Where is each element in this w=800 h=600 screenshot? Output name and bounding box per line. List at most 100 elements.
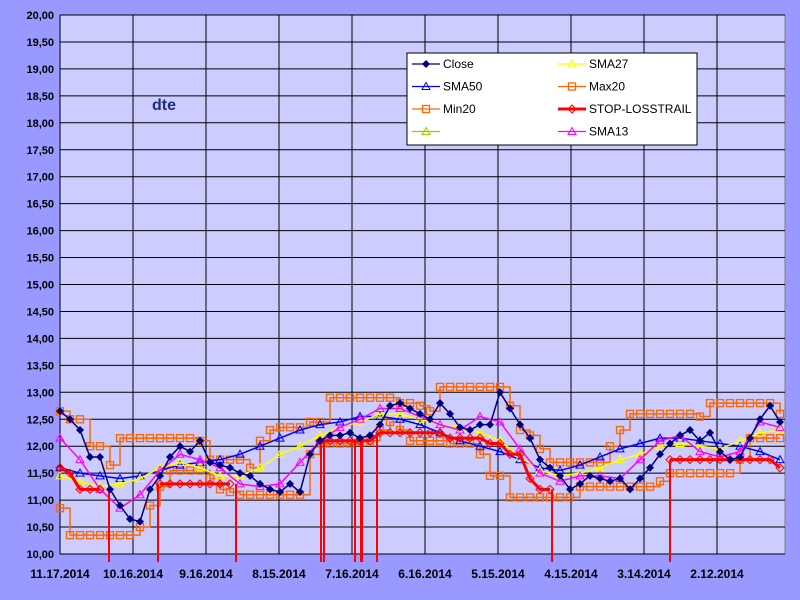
data-point (306, 450, 314, 459)
y-tick-label: 19,50 (26, 37, 54, 49)
data-point (335, 422, 345, 431)
data-point (755, 433, 765, 443)
data-point (535, 484, 545, 495)
data-point (296, 488, 304, 497)
data-point (95, 470, 105, 480)
data-point (335, 416, 345, 426)
data-point (516, 420, 524, 429)
data-point (415, 401, 425, 410)
data-point (676, 431, 684, 440)
data-point (255, 441, 265, 450)
data-point (725, 398, 735, 408)
data-point (566, 485, 574, 494)
x-tick-label: 3.14.2014 (617, 567, 671, 581)
data-point (585, 482, 595, 491)
data-point (115, 478, 125, 488)
data-point (75, 476, 85, 485)
data-point (175, 457, 185, 466)
data-point (235, 455, 245, 464)
data-point (326, 431, 334, 440)
data-point (715, 438, 725, 448)
data-point (75, 484, 85, 495)
x-tick-label: 4.15.2014 (544, 567, 598, 581)
data-point (135, 433, 145, 443)
legend-box (406, 52, 698, 146)
data-point (546, 463, 554, 472)
y-tick-label: 14,00 (26, 333, 54, 345)
data-point (86, 452, 94, 461)
data-point (386, 401, 394, 410)
data-point (715, 454, 725, 465)
y-tick-label: 17,00 (26, 172, 54, 184)
data-point (635, 438, 645, 448)
data-point (506, 404, 514, 413)
data-point (226, 463, 234, 472)
data-point (725, 468, 735, 478)
y-tick-label: 11,00 (27, 495, 54, 507)
data-point (336, 431, 344, 440)
data-point (355, 416, 365, 426)
legend-entry (412, 126, 440, 135)
data-point (155, 433, 165, 443)
legend-label: STOP-LOSSTRAIL (589, 102, 692, 116)
data-point (465, 433, 475, 443)
data-point (495, 471, 505, 480)
data-point (426, 415, 434, 424)
data-point (775, 422, 785, 431)
data-point (185, 433, 195, 443)
data-point (395, 414, 405, 423)
data-point (235, 449, 245, 458)
data-point (185, 479, 195, 489)
x-tick-label: 8.15.2014 (252, 567, 306, 581)
data-point (735, 441, 745, 450)
data-point (775, 425, 785, 434)
y-axis: 10,00 10,50 11,00 11,50 12,00 12,50 13,00 13,50… (26, 10, 54, 561)
data-point (675, 438, 685, 448)
data-point (686, 426, 694, 435)
data-point (115, 530, 125, 540)
legend-label: Min20 (443, 102, 476, 116)
series-stop-losstrail (55, 428, 785, 562)
data-point (636, 474, 644, 483)
data-point (485, 438, 495, 449)
data-point (475, 450, 485, 459)
data-point (195, 462, 205, 472)
data-point (515, 449, 525, 459)
data-point (85, 530, 95, 540)
data-point (615, 482, 625, 491)
data-point (125, 530, 135, 540)
data-point (186, 447, 194, 456)
data-point (56, 407, 64, 416)
y-tick-label: 12,00 (26, 441, 54, 453)
data-point (255, 462, 265, 472)
data-point (716, 447, 724, 456)
data-point (395, 428, 405, 438)
data-point (695, 454, 705, 465)
data-point (375, 428, 385, 438)
data-point (465, 382, 475, 392)
data-point (76, 426, 84, 435)
data-point (425, 407, 435, 416)
y-tick-label: 13,50 (26, 360, 54, 372)
data-point (106, 485, 114, 494)
data-point (275, 433, 285, 442)
data-point (565, 493, 575, 502)
data-point (555, 476, 565, 485)
data-point (755, 446, 765, 456)
data-point (435, 428, 445, 438)
data-point (475, 433, 485, 443)
legend-marker (567, 126, 577, 135)
legend-label: Close (443, 57, 474, 71)
data-point (376, 420, 384, 429)
data-point (626, 485, 634, 494)
data-point (615, 443, 625, 453)
data-point (635, 454, 645, 464)
data-point (655, 409, 665, 419)
data-point (295, 457, 305, 466)
data-point (286, 479, 294, 488)
data-point (295, 425, 305, 434)
data-point (555, 493, 565, 502)
data-point (135, 473, 145, 483)
y-tick-label: 10,50 (26, 522, 54, 534)
